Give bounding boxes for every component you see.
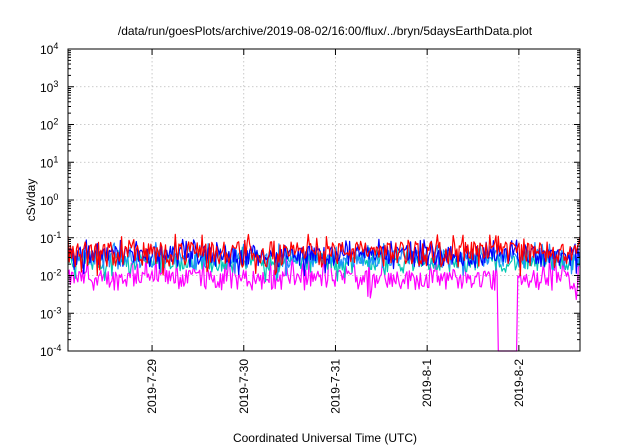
- series-line: [67, 252, 581, 352]
- y-tick-label: 100: [40, 192, 58, 208]
- x-axis: 2019-7-29 2019-7-30 2019-7-31 2019-8-1 2019-…: [145, 49, 526, 414]
- y-tick-label: 10-1: [40, 230, 61, 246]
- x-tick-label: 2019-7-30: [237, 359, 251, 414]
- y-tick-label: 101: [40, 154, 58, 170]
- x-tick-label: 2019-8-1: [420, 359, 434, 407]
- y-tick-exponent: -3: [53, 305, 61, 315]
- grid: [68, 49, 580, 351]
- y-tick-exponent: -2: [53, 268, 61, 278]
- chart-title: /data/run/goesPlots/archive/2019-08-02/1…: [118, 24, 533, 38]
- y-tick-label: 10-3: [40, 305, 61, 321]
- y-tick-label: 10-2: [40, 268, 61, 284]
- y-tick-exponent: 0: [53, 192, 58, 202]
- x-tick-label: 2019-7-31: [328, 359, 342, 414]
- x-axis-label: Coordinated Universal Time (UTC): [233, 431, 417, 445]
- y-tick-label: 10-4: [40, 343, 61, 359]
- y-tick-exponent: 2: [53, 117, 58, 127]
- series-line: [67, 233, 581, 277]
- series-group: [67, 233, 581, 352]
- y-tick-exponent: 4: [53, 41, 58, 51]
- y-tick-label: 103: [40, 79, 58, 95]
- y-axis-label: cSv/day: [24, 179, 38, 222]
- y-tick-exponent: -4: [53, 343, 61, 353]
- x-tick-label: 2019-8-2: [512, 359, 526, 407]
- y-tick-exponent: 3: [53, 79, 58, 89]
- y-tick-exponent: 1: [53, 154, 58, 164]
- y-tick-exponent: -1: [53, 230, 61, 240]
- y-tick-label: 104: [40, 41, 58, 57]
- x-tick-label: 2019-7-29: [145, 359, 159, 414]
- y-tick-label: 102: [40, 117, 58, 133]
